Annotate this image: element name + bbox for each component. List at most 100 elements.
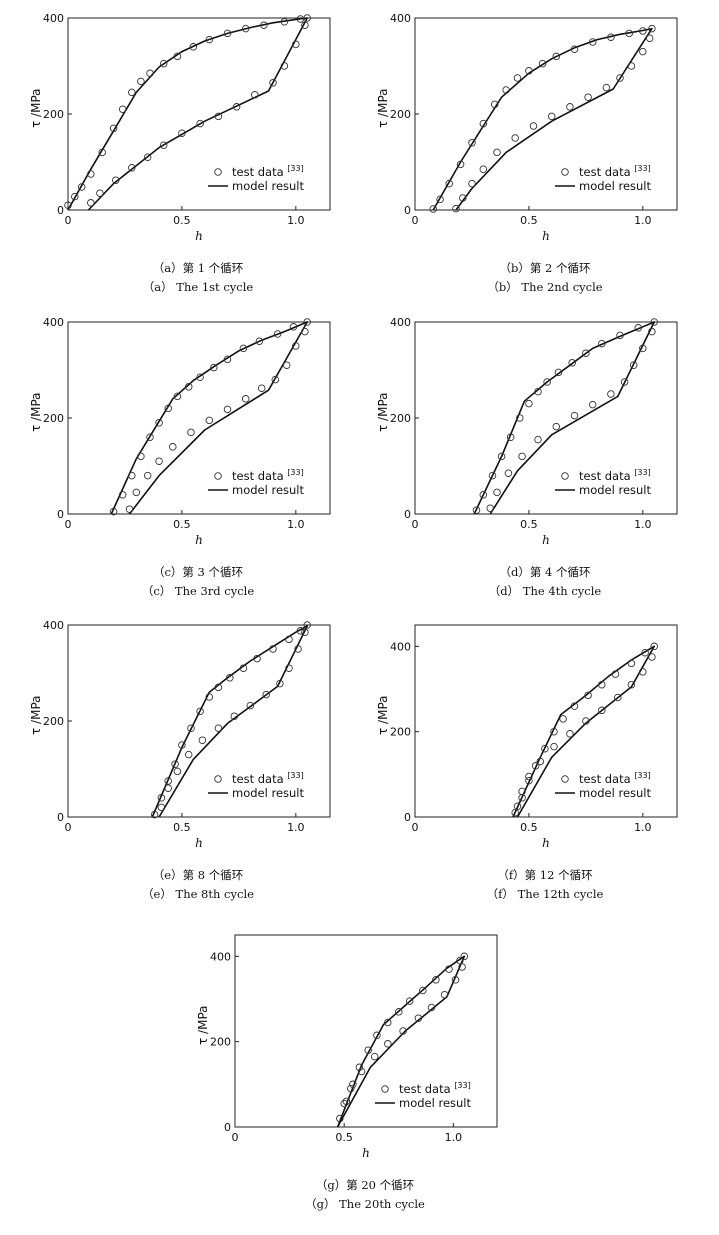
test-data-point bbox=[399, 1027, 407, 1035]
test-data-point bbox=[294, 645, 302, 653]
x-tick-label: 0.5 bbox=[520, 821, 538, 834]
test-data-point bbox=[611, 670, 620, 678]
x-tick-label: 1.0 bbox=[634, 214, 652, 227]
plot-frame bbox=[414, 624, 678, 818]
test-data-point bbox=[143, 471, 152, 480]
test-data-point bbox=[241, 395, 250, 403]
test-data-point bbox=[639, 47, 647, 56]
test-data-point bbox=[554, 368, 563, 377]
test-data-point bbox=[349, 1080, 357, 1089]
y-tick-label: 200 bbox=[390, 108, 411, 121]
test-data-point bbox=[531, 762, 540, 770]
test-data-point bbox=[280, 62, 289, 70]
test-data-point bbox=[96, 189, 104, 197]
caption-chinese: （e）第 8 个循环 bbox=[152, 868, 244, 882]
test-data-point bbox=[143, 153, 152, 161]
y-tick-label: 0 bbox=[404, 204, 411, 217]
test-data-point bbox=[205, 416, 214, 425]
x-tick-label: 0.5 bbox=[173, 821, 191, 834]
y-tick-label: 400 bbox=[390, 12, 411, 25]
test-data-point bbox=[226, 674, 234, 682]
test-data-point bbox=[525, 399, 533, 408]
test-data-point bbox=[472, 506, 481, 514]
test-data-point bbox=[614, 693, 622, 702]
x-axis-label: h bbox=[542, 836, 550, 850]
test-data-point bbox=[460, 952, 469, 961]
test-data-point bbox=[112, 176, 120, 184]
test-data-point bbox=[109, 124, 118, 133]
model-result-line bbox=[336, 955, 466, 1128]
test-data-point bbox=[169, 443, 177, 451]
y-axis-label: τ /MPa bbox=[376, 88, 390, 128]
test-data-point bbox=[552, 52, 561, 61]
test-data-point bbox=[246, 701, 255, 710]
legend-label-test-data: test data [33] bbox=[232, 468, 304, 483]
test-data-point bbox=[173, 52, 182, 61]
test-data-point bbox=[493, 488, 501, 497]
test-data-point bbox=[432, 976, 440, 984]
test-data-point bbox=[241, 24, 250, 33]
test-data-point bbox=[230, 712, 239, 720]
test-data-point bbox=[276, 679, 284, 688]
test-data-point bbox=[645, 34, 654, 42]
test-data-point bbox=[128, 164, 136, 172]
test-data-point bbox=[178, 741, 186, 749]
test-data-point bbox=[493, 148, 501, 157]
y-axis-label: τ /MPa bbox=[376, 695, 390, 735]
x-tick-label: 0 bbox=[412, 214, 419, 227]
test-data-point bbox=[285, 664, 293, 672]
test-data-point bbox=[598, 706, 606, 715]
legend-label-model-result: model result bbox=[399, 1096, 471, 1110]
test-data-point bbox=[479, 119, 488, 128]
test-data-point bbox=[239, 664, 248, 672]
y-axis-label: τ /MPa bbox=[376, 392, 390, 432]
test-data-point bbox=[536, 757, 545, 766]
test-data-point bbox=[639, 344, 647, 353]
test-data-point bbox=[504, 469, 513, 477]
y-tick-label: 0 bbox=[224, 1121, 231, 1134]
test-data-point bbox=[639, 668, 647, 676]
legend-label-test-data: test data [33] bbox=[232, 771, 304, 786]
test-data-point bbox=[303, 14, 311, 22]
x-tick-label: 0.5 bbox=[335, 1131, 353, 1144]
test-data-point bbox=[584, 691, 592, 700]
test-data-point bbox=[87, 199, 95, 207]
test-data-point bbox=[128, 471, 136, 480]
test-data-point bbox=[280, 18, 289, 26]
test-data-point bbox=[538, 59, 547, 68]
x-tick-label: 1.0 bbox=[287, 518, 305, 531]
x-tick-label: 1.0 bbox=[445, 1131, 463, 1144]
model-result-line bbox=[110, 321, 308, 515]
legend-label-test-data: test data [33] bbox=[579, 468, 651, 483]
x-tick-label: 1.0 bbox=[287, 821, 305, 834]
test-data-point bbox=[273, 330, 282, 338]
test-data-point bbox=[541, 744, 549, 753]
y-axis-label: τ /MPa bbox=[29, 392, 43, 432]
test-data-point bbox=[620, 378, 629, 386]
caption-chinese: （g）第 20 个循环 bbox=[315, 1178, 415, 1192]
x-axis-label: h bbox=[195, 229, 203, 243]
model-result-line bbox=[473, 321, 655, 515]
test-data-point bbox=[257, 384, 266, 392]
test-data-point bbox=[292, 342, 300, 350]
test-data-point bbox=[239, 344, 248, 353]
test-data-point bbox=[518, 787, 526, 796]
x-tick-label: 0.5 bbox=[520, 214, 538, 227]
x-tick-label: 0 bbox=[412, 821, 419, 834]
test-data-point bbox=[269, 645, 277, 653]
x-tick-label: 1.0 bbox=[634, 821, 652, 834]
test-data-point bbox=[155, 419, 163, 427]
test-data-point bbox=[414, 1014, 423, 1022]
test-data-point bbox=[456, 160, 465, 169]
x-tick-label: 0.5 bbox=[173, 214, 191, 227]
legend-marker-circle bbox=[381, 1085, 389, 1093]
test-data-point bbox=[639, 27, 647, 35]
legend-marker-circle bbox=[561, 472, 569, 480]
test-data-point bbox=[340, 1099, 348, 1108]
test-data-point bbox=[468, 179, 476, 188]
test-data-point bbox=[488, 471, 497, 480]
test-data-point bbox=[616, 331, 624, 340]
test-data-point bbox=[342, 1097, 351, 1106]
caption-english: （f） The 12th cycle bbox=[486, 887, 604, 901]
test-data-point bbox=[64, 201, 72, 209]
